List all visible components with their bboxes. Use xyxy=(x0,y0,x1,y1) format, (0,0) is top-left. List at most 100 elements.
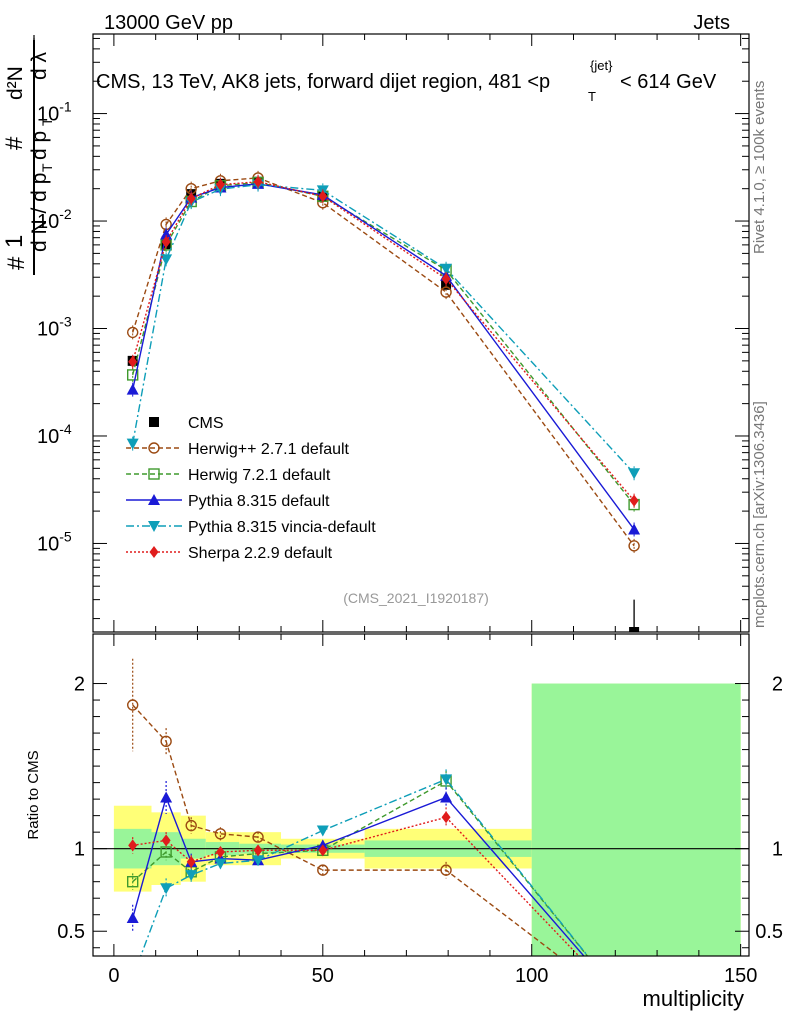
series-line-top-2 xyxy=(132,183,635,530)
ratio-tick-label-right-2: 2 xyxy=(772,674,783,696)
y-label-dlambda: d λ xyxy=(28,51,51,80)
y-label-t1: T xyxy=(39,163,55,172)
series-4-point-top-2-shape xyxy=(186,192,196,205)
series-3-point-top-7-shape xyxy=(628,468,641,480)
series-1-point-top-0-shape xyxy=(126,369,139,381)
series-0-point-ratio-3 xyxy=(214,828,227,840)
series-0-point-ratio-0 xyxy=(126,699,139,711)
y-label-t2: T xyxy=(39,117,55,126)
series-4-point-top-4 xyxy=(253,175,263,188)
series-0-point-ratio-5-shape xyxy=(317,864,329,876)
series-3-point-top-6-shape xyxy=(440,263,453,275)
ratio-tick-label-left-1: 1 xyxy=(74,839,85,861)
series-2-point-top-0-shape xyxy=(126,383,139,395)
series-0-point-top-7 xyxy=(628,540,640,552)
legend-label-0: Herwig++ 2.7.1 default xyxy=(188,441,350,458)
x-tick-label-150: 150 xyxy=(724,965,757,987)
y-axis-label-top: # 1 d N / d p T # d p T d²N d λ xyxy=(1,35,55,275)
series-4-point-top-6-shape xyxy=(441,272,451,285)
main-plot-frame xyxy=(92,33,750,633)
series-4-point-top-1-shape xyxy=(161,235,171,248)
y-label-d2n: d²N xyxy=(4,66,27,100)
legend-marker-4-shape xyxy=(149,546,159,558)
series-4-point-ratio-3 xyxy=(215,845,225,858)
series-1-point-ratio-0-shape xyxy=(126,875,139,888)
series-2-point-top-7 xyxy=(628,523,641,535)
series-2-point-top-0 xyxy=(126,383,139,395)
y-label-one: 1 xyxy=(1,235,28,248)
y-label-dpt: d p xyxy=(28,131,51,160)
series-line-top-0 xyxy=(132,177,635,547)
ratio-tick-label-left-2: 2 xyxy=(74,674,85,696)
legend-label-2: Pythia 8.315 default xyxy=(188,493,330,510)
series-4-point-top-0 xyxy=(128,355,138,368)
legend-marker-data xyxy=(149,417,159,427)
series-3-point-ratio-2 xyxy=(185,870,198,882)
series-4-point-ratio-5 xyxy=(318,844,328,857)
legend-marker-4 xyxy=(149,546,159,558)
y-axis-label-ratio: Ratio to CMS xyxy=(25,750,42,839)
analysis-label: (CMS_2021_I1920187) xyxy=(343,590,489,606)
ratio-plot-frame xyxy=(92,633,750,957)
y-tick-label-2: 10-3 xyxy=(37,314,72,341)
series-4-point-ratio-6-shape xyxy=(441,811,451,824)
series-1-point-ratio-1 xyxy=(160,846,172,858)
axes: 0 50 100 150 10-1 10-2 10-3 10-4 10-5 0.5 0.5 1 1 2 2 xyxy=(37,34,783,987)
series-2-point-top-1-shape xyxy=(160,228,173,240)
series-2-point-ratio-0-shape xyxy=(126,912,139,924)
ratio-tick-label-right-0: 0.5 xyxy=(755,921,783,943)
series-4-point-top-7-shape xyxy=(629,494,639,507)
y-tick-label-3: 10-4 xyxy=(37,421,72,448)
series-4-point-top-3-shape xyxy=(215,178,225,191)
series-4-point-ratio-6 xyxy=(441,811,451,824)
series-3-point-top-0 xyxy=(126,438,139,450)
series-1-point-top-0 xyxy=(126,369,139,381)
series-4-point-ratio-0-shape xyxy=(128,839,138,852)
y-label-hash-mid: # xyxy=(1,136,28,150)
series-0-point-top-6-shape xyxy=(440,286,452,298)
legend-marker-3 xyxy=(148,521,160,532)
series-1-point-ratio-0 xyxy=(126,875,139,888)
series-0-point-ratio-4-shape xyxy=(252,831,264,843)
legend: CMS Herwig++ 2.7.1 default Herwig 7.2.1 de… xyxy=(126,415,376,562)
series-0-point-top-0 xyxy=(126,326,139,339)
data-point-7-shape xyxy=(629,627,640,632)
legend-label-4: Sherpa 2.2.9 default xyxy=(188,545,333,562)
series-0-point-ratio-2-shape xyxy=(185,819,197,832)
series-2-point-ratio-1 xyxy=(160,791,173,803)
category-label: Jets xyxy=(693,12,730,34)
legend-label-1: Herwig 7.2.1 default xyxy=(188,467,331,484)
series-4-point-top-6 xyxy=(441,272,451,285)
series-4-point-ratio-4-shape xyxy=(253,844,263,857)
x-axis-label: multiplicity xyxy=(643,986,744,1011)
series-4-point-ratio-1-shape xyxy=(161,834,171,847)
legend-marker-2-shape xyxy=(148,494,160,505)
series-4-point-top-4-shape xyxy=(253,175,263,188)
series-4-point-ratio-1 xyxy=(161,834,171,847)
series-4-point-top-7 xyxy=(629,494,639,507)
series-0-point-top-7-shape xyxy=(628,540,640,552)
series-line-ratio-4 xyxy=(132,816,580,956)
series-3-point-ratio-3 xyxy=(214,858,227,870)
series-4-point-ratio-2-shape xyxy=(186,855,196,868)
x-tick-label-100: 100 xyxy=(515,965,548,987)
legend-marker-3-shape xyxy=(148,521,160,532)
y-label-dn: d N / d p xyxy=(28,173,51,252)
title-main: CMS, 13 TeV, AK8 jets, forward dijet reg… xyxy=(96,71,550,93)
series-3-point-ratio-4 xyxy=(252,855,265,867)
legend-marker-0-shape xyxy=(148,442,160,454)
x-tick-label-0: 0 xyxy=(108,965,119,987)
series-2-point-top-7-shape xyxy=(628,523,641,535)
series-0-point-ratio-6 xyxy=(440,864,452,876)
series-3-point-top-0-shape xyxy=(126,438,139,450)
series-2-point-ratio-0 xyxy=(126,912,139,924)
y-label-hash-left: # xyxy=(3,256,30,270)
series-1-point-ratio-1-shape xyxy=(160,846,172,858)
series-3-point-ratio-5-shape xyxy=(316,825,329,837)
series-line-ratio-2 xyxy=(132,795,585,956)
legend-marker-2 xyxy=(148,494,160,505)
series-3-point-ratio-1 xyxy=(160,883,173,895)
series-0-point-ratio-1 xyxy=(160,735,172,748)
ratio-uncertainty-bands xyxy=(93,683,749,956)
series-4-point-ratio-2 xyxy=(186,855,196,868)
